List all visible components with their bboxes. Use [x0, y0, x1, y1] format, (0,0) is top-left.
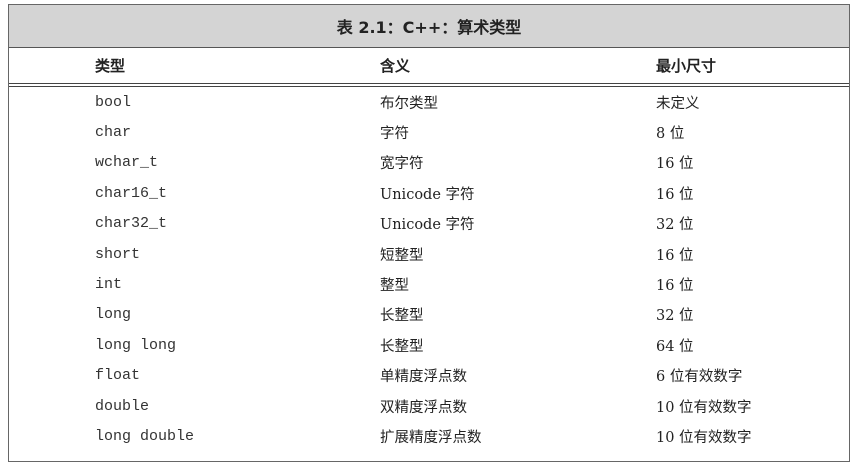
table-row: bool 布尔类型 未定义 [9, 87, 849, 117]
cell-type: char [95, 124, 132, 142]
cell-min-size: 32 位 [656, 308, 694, 325]
table-row: long 长整型 32 位 [9, 300, 849, 330]
header-meaning: 含义 [380, 57, 411, 75]
cell-min-size: 16 位 [656, 247, 694, 264]
table-row: short 短整型 16 位 [9, 239, 849, 269]
header-type: 类型 [95, 57, 126, 75]
cell-type: int [95, 276, 123, 294]
table-row: float 单精度浮点数 6 位有效数字 [9, 361, 849, 391]
table-row: double 双精度浮点数 10 位有效数字 [9, 391, 849, 421]
cell-type: float [95, 367, 141, 385]
table-row: int 整型 16 位 [9, 269, 849, 299]
table-row: char 字符 8 位 [9, 117, 849, 147]
cell-meaning: 长整型 [380, 338, 424, 355]
cell-min-size: 16 位 [656, 156, 694, 173]
header-min-size: 最小尺寸 [656, 57, 717, 75]
table-row: wchar_t 宽字符 16 位 [9, 148, 849, 178]
cell-min-size: 16 位 [656, 186, 694, 203]
cell-type: bool [95, 93, 132, 111]
cell-type: short [95, 245, 141, 263]
cell-meaning: 短整型 [380, 247, 424, 264]
cell-meaning: 单精度浮点数 [380, 369, 467, 386]
cell-type: long [95, 306, 132, 324]
cell-meaning: 扩展精度浮点数 [380, 429, 482, 446]
table-row: char32_t Unicode 字符 32 位 [9, 209, 849, 239]
cell-min-size: 8 位 [656, 126, 685, 143]
cell-min-size: 未定义 [656, 95, 700, 112]
cell-type: long double [95, 427, 195, 445]
cell-type: long long [95, 336, 177, 354]
cell-meaning: 字符 [380, 126, 409, 143]
cell-type: char16_t [95, 184, 168, 202]
cell-meaning: 宽字符 [380, 156, 424, 173]
table-header: 类型 含义 最小尺寸 [9, 48, 849, 87]
cell-min-size: 10 位有效数字 [656, 429, 752, 446]
cell-type: double [95, 397, 150, 415]
table-row: long double 扩展精度浮点数 10 位有效数字 [9, 421, 849, 451]
cell-meaning: Unicode 字符 [380, 217, 475, 234]
cell-type: wchar_t [95, 154, 159, 172]
table-row: char16_t Unicode 字符 16 位 [9, 178, 849, 208]
cell-meaning: 长整型 [380, 308, 424, 325]
cell-min-size: 10 位有效数字 [656, 399, 752, 416]
cell-min-size: 16 位 [656, 278, 694, 295]
cell-meaning: 布尔类型 [380, 95, 438, 112]
cell-meaning: Unicode 字符 [380, 186, 475, 203]
cell-min-size: 64 位 [656, 338, 694, 355]
cell-min-size: 6 位有效数字 [656, 369, 743, 386]
arithmetic-types-table: 表 2.1：C++：算术类型 类型 含义 最小尺寸 bool 布尔类型 未定义 cha… [8, 4, 850, 462]
cell-meaning: 整型 [380, 278, 409, 295]
table-title: 表 2.1：C++：算术类型 [9, 5, 849, 48]
table-row: long long 长整型 64 位 [9, 330, 849, 360]
cell-type: char32_t [95, 215, 168, 233]
cell-meaning: 双精度浮点数 [380, 399, 467, 416]
table-body: bool 布尔类型 未定义 char 字符 8 位 wchar_t 宽字符 16 位 char16… [9, 87, 849, 452]
cell-min-size: 32 位 [656, 217, 694, 234]
